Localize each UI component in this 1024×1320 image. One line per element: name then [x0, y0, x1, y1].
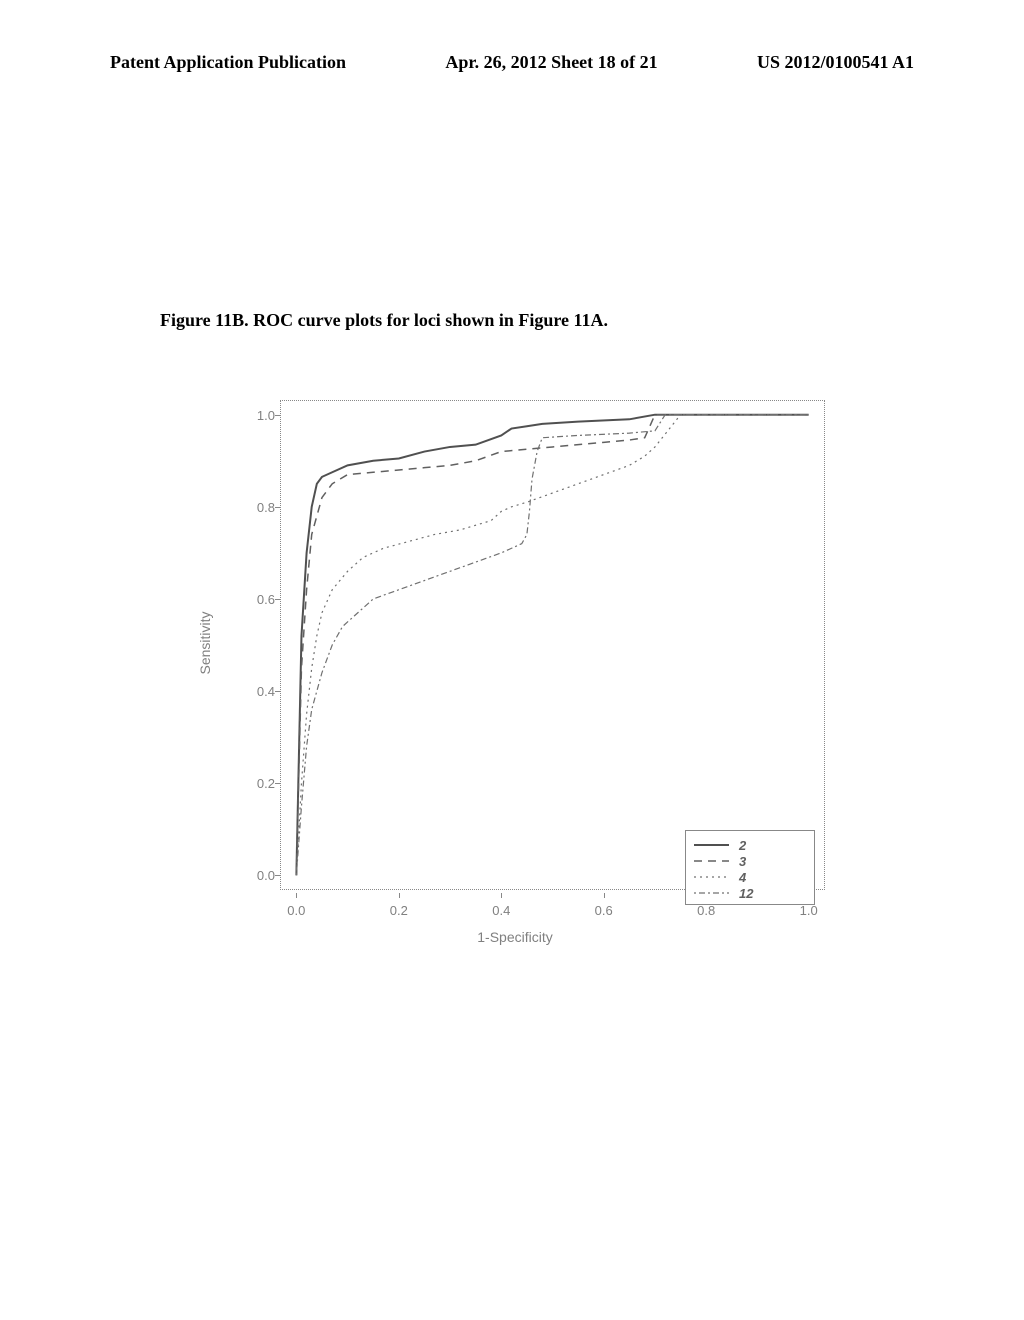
- header-right: US 2012/0100541 A1: [757, 52, 914, 73]
- x-tick-mark: [604, 893, 605, 898]
- x-tick-label: 0.4: [492, 903, 510, 918]
- legend-row: 12: [694, 885, 806, 901]
- legend-swatch: [694, 887, 729, 899]
- x-tick-mark: [399, 893, 400, 898]
- legend-label: 2: [739, 838, 746, 853]
- legend-label: 12: [739, 886, 753, 901]
- x-axis-label: 1-Specificity: [477, 929, 552, 945]
- legend-swatch: [694, 855, 729, 867]
- chart-svg: [280, 400, 825, 890]
- roc-chart: Sensitivity 1-Specificity 0.0 0.2 0.4 0.6 0.…: [195, 390, 835, 950]
- curve-12: [296, 415, 808, 876]
- x-tick-label: 0.2: [390, 903, 408, 918]
- header-left: Patent Application Publication: [110, 52, 346, 73]
- y-tick-label: 0.2: [250, 776, 275, 791]
- curve-2: [296, 415, 808, 876]
- curve-3: [296, 415, 808, 876]
- x-tick-label: 0.6: [595, 903, 613, 918]
- legend-label: 4: [739, 870, 746, 885]
- x-tick-label: 0.0: [287, 903, 305, 918]
- legend-swatch: [694, 839, 729, 851]
- x-tick-mark: [501, 893, 502, 898]
- legend-row: 2: [694, 837, 806, 853]
- figure-title: Figure 11B. ROC curve plots for loci sho…: [160, 310, 608, 331]
- y-tick-label: 0.6: [250, 592, 275, 607]
- legend-row: 4: [694, 869, 806, 885]
- y-tick-label: 0.0: [250, 868, 275, 883]
- legend: 23412: [685, 830, 815, 905]
- x-tick-mark: [296, 893, 297, 898]
- y-tick-label: 1.0: [250, 408, 275, 423]
- legend-row: 3: [694, 853, 806, 869]
- page-header: Patent Application Publication Apr. 26, …: [0, 52, 1024, 73]
- x-tick-label: 0.8: [697, 903, 715, 918]
- legend-swatch: [694, 871, 729, 883]
- legend-label: 3: [739, 854, 746, 869]
- y-axis-label: Sensitivity: [197, 611, 213, 674]
- curve-4: [296, 415, 808, 876]
- header-center: Apr. 26, 2012 Sheet 18 of 21: [445, 52, 657, 73]
- y-tick-label: 0.4: [250, 684, 275, 699]
- x-tick-label: 1.0: [800, 903, 818, 918]
- y-tick-label: 0.8: [250, 500, 275, 515]
